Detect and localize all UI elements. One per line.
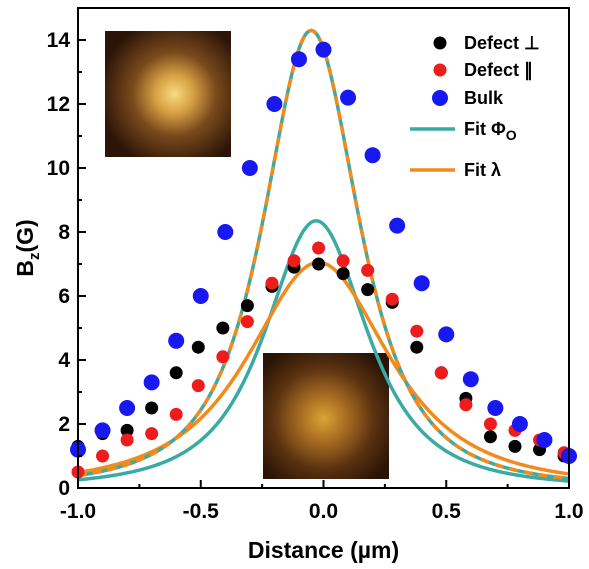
legend: Defect ⊥ Defect ∥ Bulk Fit ΦO Fit λ: [410, 33, 540, 180]
bulk-point: [364, 147, 381, 164]
bulk-point: [389, 217, 406, 234]
bulk-point: [511, 416, 528, 432]
y-tick-label: 14: [47, 29, 71, 52]
y-axis-title-unit: (G): [12, 219, 38, 252]
y-tick-label: 6: [58, 285, 70, 308]
bulk-point: [217, 224, 234, 240]
legend-label-fit-phi: Fit ΦO: [464, 119, 517, 143]
legend-marker-defect-perp: [433, 36, 447, 50]
y-tick-label: 0: [58, 477, 70, 500]
defect-par-point: [287, 254, 301, 268]
defect-par-point: [240, 315, 254, 329]
legend-label-defect-par: Defect ∥: [464, 60, 533, 81]
bulk-point: [241, 160, 258, 176]
defect-perp-point: [483, 430, 497, 444]
bulk-point: [168, 332, 185, 349]
defect-par-point: [434, 366, 448, 380]
legend-label-bulk: Bulk: [464, 88, 504, 108]
bulk-point: [462, 371, 479, 388]
legend-marker-defect-par: [433, 63, 447, 77]
defect-par-point: [96, 449, 110, 463]
defect-perp-point: [312, 257, 326, 271]
bulk-vortex-image: [105, 31, 231, 157]
defect-perp-point: [145, 401, 159, 415]
defect-par-point: [459, 398, 473, 412]
defect-perp-point: [216, 321, 230, 335]
defect-perp-point: [191, 340, 205, 354]
bulk-point: [413, 275, 430, 292]
defect-perp-point: [169, 366, 183, 380]
x-tick-label: 0.0: [309, 500, 338, 523]
y-tick-label: 4: [58, 349, 70, 372]
y-tick-label: 8: [58, 221, 70, 244]
defect-par-point: [216, 350, 230, 364]
defect-par-point: [265, 276, 279, 290]
defect-par-point: [483, 417, 497, 431]
bulk-point: [266, 96, 283, 112]
defect-par-point: [312, 241, 326, 255]
x-axis-title: Distance (µm): [248, 537, 399, 563]
fit-phi-defect-line: [77, 219, 570, 483]
bulk-point: [143, 374, 160, 391]
defect-perp-point: [410, 340, 424, 354]
defect-par-point: [169, 407, 183, 421]
y-tick-label: 2: [58, 413, 70, 436]
bulk-point: [94, 422, 111, 439]
legend-label-fit-lambda: Fit λ: [464, 160, 501, 180]
defect-par-point: [145, 427, 159, 441]
bulk-point: [290, 51, 307, 68]
bulk-point: [192, 288, 209, 304]
y-axis-title-subscript: z: [26, 253, 43, 261]
defect-perp-point: [120, 423, 134, 437]
defect-par-point: [120, 433, 134, 447]
defect-perp-point: [361, 283, 375, 297]
y-axis-title: Bz(G): [12, 219, 43, 276]
defect-par-point: [361, 263, 375, 277]
data-points: [70, 41, 577, 479]
legend-label-fit-phi-subscript: O: [506, 127, 517, 143]
defect-par-point: [410, 324, 424, 338]
y-tick-label: 12: [47, 93, 70, 116]
bulk-point: [487, 400, 504, 416]
bulk-point: [340, 89, 357, 106]
x-tick-label: 1.0: [554, 500, 583, 523]
defect-par-point: [385, 292, 399, 306]
defect-vortex-image: [263, 353, 389, 479]
insets: [105, 31, 389, 479]
defect-perp-point: [336, 267, 350, 281]
x-axis: -1.0 -0.5 0.0 0.5 1.0: [60, 480, 584, 523]
x-tick-label: 0.5: [432, 500, 462, 523]
y-tick-label: 10: [47, 157, 70, 180]
bulk-point: [438, 326, 455, 343]
bulk-point: [536, 432, 553, 448]
bulk-point: [315, 41, 332, 58]
defect-perp-point: [240, 299, 254, 313]
legend-marker-bulk: [432, 90, 448, 106]
defect-par-point: [191, 379, 205, 393]
legend-label-defect-perp: Defect ⊥: [464, 33, 540, 53]
defect-perp-point: [508, 439, 522, 453]
x-tick-label: -1.0: [60, 500, 96, 523]
defect-par-point: [336, 254, 350, 268]
bulk-point: [119, 400, 136, 416]
fit-lambda-bulk-line: [77, 28, 570, 481]
y-axis: 0 2 4 6 8 10 12 14: [47, 7, 86, 500]
x-tick-label: -0.5: [183, 500, 220, 523]
